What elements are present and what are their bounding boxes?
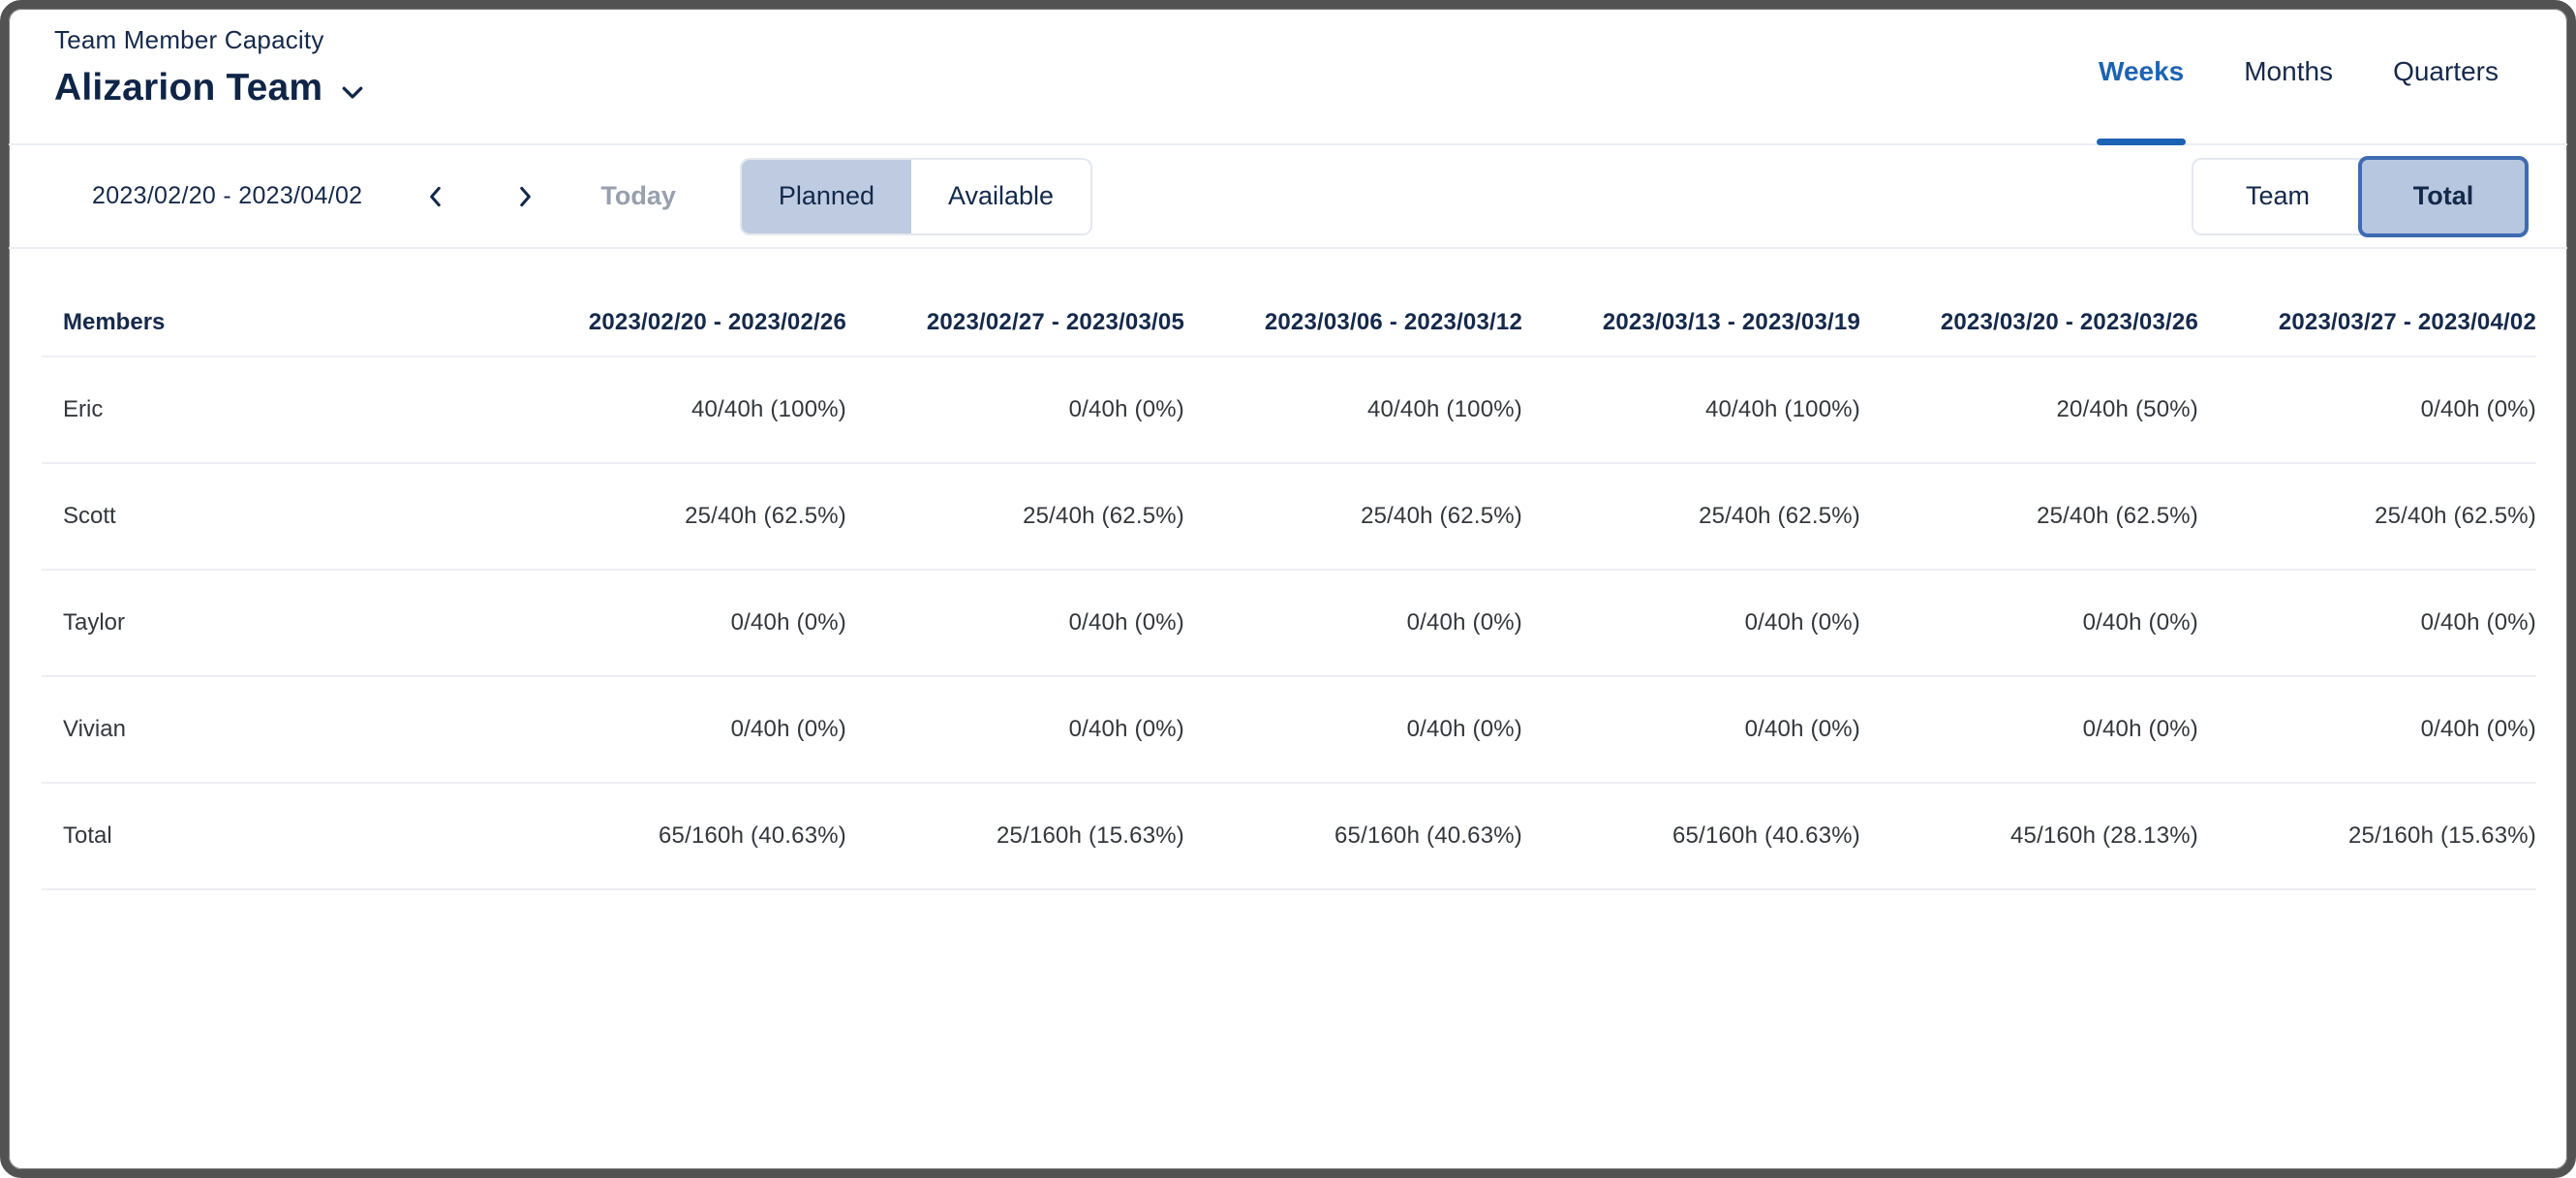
today-button[interactable]: Today — [600, 181, 676, 210]
member-name: Eric — [63, 396, 104, 422]
column-header-week-3: 2023/03/06 - 2023/03/12 — [1264, 309, 1522, 335]
team-button[interactable]: Team — [2192, 157, 2362, 235]
capacity-cell: 0/40h (0%) — [2420, 396, 2536, 422]
column-header-week-1: 2023/02/20 - 2023/02/26 — [588, 309, 846, 335]
capacity-cell: 0/40h (0%) — [2082, 716, 2198, 742]
column-header-week-6: 2023/03/27 - 2023/04/02 — [2278, 309, 2536, 335]
table-row-vivian: Vivian 0/40h (0%) 0/40h (0%) 0/40h (0%) … — [42, 677, 2536, 784]
table-row-taylor: Taylor 0/40h (0%) 0/40h (0%) 0/40h (0%) … — [42, 571, 2536, 677]
team-selector-dropdown[interactable]: Alizarion Team — [54, 67, 367, 109]
capacity-table: Members 2023/02/20 - 2023/02/26 2023/02/… — [42, 249, 2536, 890]
capacity-cell: 25/40h (62.5%) — [685, 503, 846, 529]
capacity-cell: 40/40h (100%) — [690, 396, 846, 422]
column-header-week-2: 2023/02/27 - 2023/03/05 — [926, 309, 1184, 335]
capacity-cell: 25/40h (62.5%) — [1361, 503, 1522, 529]
total-button[interactable]: Total — [2358, 155, 2529, 237]
tab-months[interactable]: Months — [2244, 56, 2334, 86]
capacity-cell: 0/40h (0%) — [2420, 609, 2536, 636]
team-name: Alizarion Team — [54, 67, 323, 108]
member-name: Taylor — [63, 609, 126, 636]
capacity-cell: 20/40h (50%) — [2056, 396, 2198, 422]
capacity-cell: 25/40h (62.5%) — [1699, 503, 1860, 529]
capacity-cell: 0/40h (0%) — [1744, 716, 1860, 742]
capacity-cell: 25/40h (62.5%) — [2375, 503, 2536, 529]
chevron-down-icon — [342, 86, 363, 99]
column-header-week-5: 2023/03/20 - 2023/03/26 — [1940, 309, 2198, 335]
page-header: Team Member Capacity Alizarion Team Week… — [9, 9, 2567, 145]
period-nav — [416, 177, 544, 216]
column-header-week-4: 2023/03/13 - 2023/03/19 — [1602, 309, 1860, 335]
table-row-eric: Eric 40/40h (100%) 0/40h (0%) 40/40h (10… — [42, 357, 2536, 464]
next-period-button[interactable] — [506, 177, 544, 216]
capacity-cell: 0/40h (0%) — [1406, 609, 1522, 636]
member-name: Vivian — [63, 716, 126, 742]
capacity-cell: 0/40h (0%) — [730, 716, 846, 742]
capacity-total-cell: 65/160h (40.63%) — [1671, 822, 1860, 849]
capacity-total-cell: 25/160h (15.63%) — [2347, 822, 2536, 849]
available-button[interactable]: Available — [910, 159, 1091, 233]
header-title-group: Team Member Capacity Alizarion Team — [54, 25, 367, 109]
capacity-cell: 25/40h (62.5%) — [2037, 503, 2198, 529]
member-name: Scott — [63, 503, 116, 529]
table-row-scott: Scott 25/40h (62.5%) 25/40h (62.5%) 25/4… — [42, 464, 2536, 571]
date-range-label: 2023/02/20 - 2023/04/02 — [92, 182, 363, 209]
prev-period-button[interactable] — [416, 177, 455, 216]
capacity-total-cell: 65/160h (40.63%) — [1334, 822, 1522, 849]
view-granularity-tabs: Weeks Months Quarters — [2097, 54, 2499, 145]
capacity-cell: 0/40h (0%) — [2420, 716, 2536, 742]
capacity-total-cell: 25/160h (15.63%) — [996, 822, 1184, 849]
tab-quarters[interactable]: Quarters — [2393, 56, 2499, 86]
capacity-total-cell: 65/160h (40.63%) — [658, 822, 846, 849]
table-row-total: Total 65/160h (40.63%) 25/160h (15.63%) … — [42, 784, 2536, 890]
capacity-cell: 0/40h (0%) — [1068, 609, 1184, 636]
total-row-label: Total — [63, 822, 112, 849]
planned-button[interactable]: Planned — [741, 159, 911, 233]
capacity-cell: 0/40h (0%) — [2082, 609, 2198, 636]
capacity-total-cell: 45/160h (28.13%) — [2009, 822, 2198, 849]
planned-available-toggle: Planned Available — [739, 157, 1093, 235]
chevron-right-icon — [520, 186, 532, 206]
capacity-cell: 0/40h (0%) — [1068, 716, 1184, 742]
table-header-row: Members 2023/02/20 - 2023/02/26 2023/02/… — [42, 249, 2536, 357]
capacity-cell: 0/40h (0%) — [1744, 609, 1860, 636]
capacity-cell: 40/40h (100%) — [1366, 396, 1522, 422]
capacity-cell: 25/40h (62.5%) — [1023, 503, 1184, 529]
toolbar: 2023/02/20 - 2023/04/02 Today Planned Av… — [9, 145, 2567, 249]
chevron-left-icon — [430, 186, 442, 206]
capacity-cell: 0/40h (0%) — [1406, 716, 1522, 742]
capacity-cell: 40/40h (100%) — [1704, 396, 1860, 422]
capacity-cell: 0/40h (0%) — [1068, 396, 1184, 422]
capacity-cell: 0/40h (0%) — [730, 609, 846, 636]
page-subtitle: Team Member Capacity — [54, 25, 324, 54]
tab-weeks[interactable]: Weeks — [2097, 54, 2187, 145]
team-total-toggle: Team Total — [2192, 155, 2529, 237]
column-header-members: Members — [63, 309, 166, 335]
